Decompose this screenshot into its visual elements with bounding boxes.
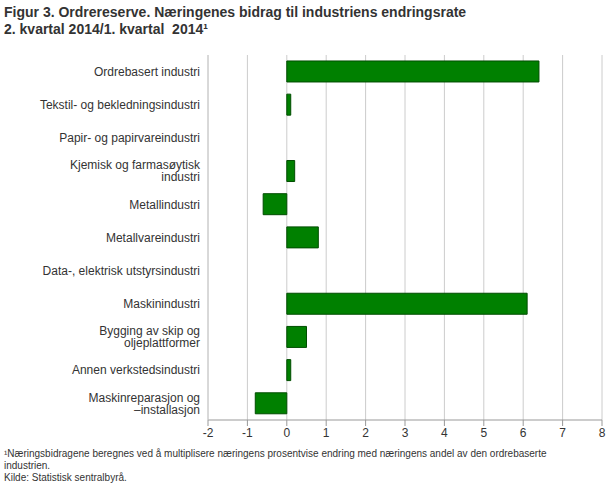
- svg-text:Kjemisk og farmasøytiskindustr: Kjemisk og farmasøytiskindustri: [70, 158, 201, 184]
- svg-text:Data-, elektrisk utstyrsindust: Data-, elektrisk utstyrsindustri: [43, 264, 200, 278]
- svg-text:6: 6: [520, 426, 527, 440]
- svg-text:-2: -2: [203, 426, 214, 440]
- svg-text:Tekstil- og bekledningsindustr: Tekstil- og bekledningsindustri: [40, 98, 200, 112]
- svg-text:8: 8: [599, 426, 602, 440]
- html-text:Figur 3. Ordrereserve. Næringe: Figur 3. Ordrereserve. Næringenes bidrag…: [4, 4, 467, 20]
- svg-text:2: 2: [362, 426, 369, 440]
- svg-text:Metallvareindustri: Metallvareindustri: [106, 231, 200, 245]
- svg-text:4: 4: [441, 426, 448, 440]
- svg-text:0: 0: [283, 426, 290, 440]
- svg-text:Metallindustri: Metallindustri: [129, 198, 200, 212]
- svg-text:3: 3: [402, 426, 409, 440]
- svg-text:Maskinindustri: Maskinindustri: [123, 297, 200, 311]
- svg-text:1: 1: [323, 426, 330, 440]
- html-text:2. kvartal 2014/1. kvartal 201: 2. kvartal 2014/1. kvartal 2014¹: [4, 21, 208, 37]
- svg-text:Bygging av skip ogoljeplattfor: Bygging av skip ogoljeplattformer: [99, 324, 200, 350]
- html-text:¹Næringsbidragene beregnes ved: ¹Næringsbidragene beregnes ved å multipl…: [4, 448, 547, 471]
- svg-text:5: 5: [480, 426, 487, 440]
- html-text:Kilde: Statistisk sentralbyrå.: Kilde: Statistisk sentralbyrå.: [4, 472, 127, 483]
- svg-text:-1: -1: [242, 426, 253, 440]
- svg-text:Papir- og papirvareindustri: Papir- og papirvareindustri: [59, 131, 200, 145]
- svg-text:Annen verkstedsindustri: Annen verkstedsindustri: [72, 363, 200, 377]
- svg-text:Ordrebasert industri: Ordrebasert industri: [94, 65, 200, 79]
- svg-text:Maskinreparasjon og–installasj: Maskinreparasjon og–installasjon: [89, 391, 200, 417]
- svg-text:7: 7: [559, 426, 566, 440]
